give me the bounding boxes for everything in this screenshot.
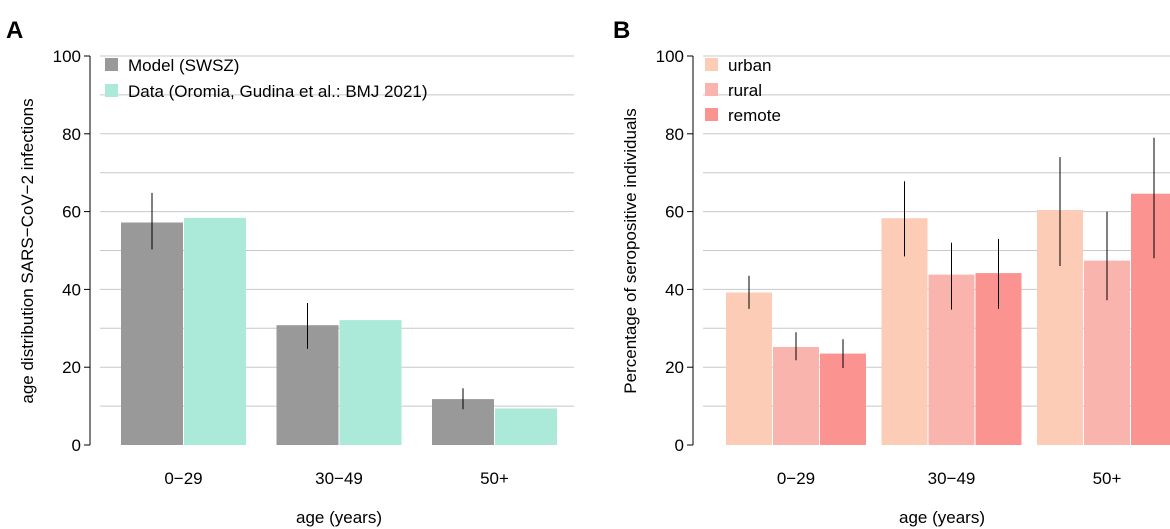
legend-label: urban <box>728 56 771 75</box>
panel-b: 0 20 40 60 80 100 0−29 30−49 50+ urban rural remo… <box>613 17 1170 527</box>
y-tick-label: 80 <box>62 125 81 144</box>
legend-swatch <box>705 83 718 96</box>
panel-a-y-axis: 0 20 40 60 80 100 <box>53 47 91 455</box>
panel-b-x-axis-label: age (years) <box>899 508 985 527</box>
y-tick-label: 40 <box>665 280 684 299</box>
panel-b-bars <box>726 193 1170 445</box>
bar <box>184 217 246 445</box>
panel-a: 0 20 40 60 80 100 0−29 30−49 50+ Model (SWSZ) Da… <box>6 17 574 527</box>
y-tick-label: 100 <box>53 47 81 66</box>
legend-swatch <box>705 58 718 71</box>
panel-a-legend: Model (SWSZ) Data (Oromia, Gudina et al.:… <box>105 56 428 101</box>
y-tick-label: 60 <box>62 203 81 222</box>
panel-b-error-bars <box>748 137 1155 368</box>
bar <box>339 320 402 445</box>
x-tick-label: 50+ <box>480 469 509 488</box>
y-tick-label: 0 <box>72 436 81 455</box>
y-tick-label: 20 <box>665 358 684 377</box>
x-tick-label: 0−29 <box>777 469 815 488</box>
panel-b-label: B <box>613 17 630 44</box>
panel-b-x-axis: 0−29 30−49 50+ <box>777 469 1122 488</box>
panel-a-label: A <box>6 17 23 44</box>
legend-swatch <box>705 108 718 121</box>
panel-a-y-axis-label: age distribution SARS−CoV−2 infections <box>18 98 37 403</box>
legend-label: rural <box>728 81 762 100</box>
bar <box>773 346 819 445</box>
legend-label: remote <box>728 106 781 125</box>
panel-b-legend: urban rural remote <box>705 56 781 125</box>
x-tick-label: 50+ <box>1093 469 1122 488</box>
x-tick-label: 0−29 <box>164 469 202 488</box>
y-tick-label: 80 <box>665 125 684 144</box>
legend-swatch <box>105 58 118 71</box>
panel-a-error-bars <box>151 192 464 410</box>
legend-label: Model (SWSZ) <box>128 56 239 75</box>
legend-swatch <box>105 84 118 97</box>
legend-label: Data (Oromia, Gudina et al.: BMJ 2021) <box>128 82 428 101</box>
panel-a-bars <box>121 217 557 445</box>
y-tick-label: 40 <box>62 280 81 299</box>
bar <box>726 292 772 445</box>
panel-b-y-axis: 0 20 40 60 80 100 <box>656 47 694 455</box>
bar <box>820 353 866 445</box>
x-tick-label: 30−49 <box>928 469 976 488</box>
bar <box>121 222 183 445</box>
bar <box>1131 193 1170 445</box>
panel-a-x-axis-label: age (years) <box>296 508 382 527</box>
y-tick-label: 20 <box>62 358 81 377</box>
y-tick-label: 60 <box>665 203 684 222</box>
x-tick-label: 30−49 <box>315 469 363 488</box>
y-tick-label: 0 <box>675 436 684 455</box>
bar <box>495 408 557 445</box>
y-tick-label: 100 <box>656 47 684 66</box>
panel-b-y-axis-label: Percentage of seropositive individuals <box>621 108 640 393</box>
panel-a-x-axis: 0−29 30−49 50+ <box>164 469 509 488</box>
